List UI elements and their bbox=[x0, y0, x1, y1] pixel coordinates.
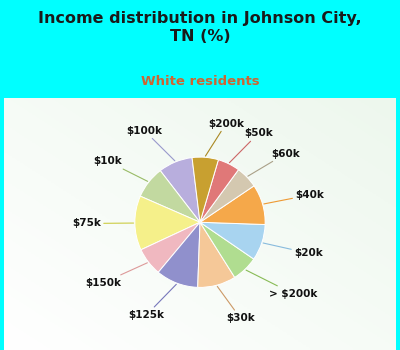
Wedge shape bbox=[135, 196, 200, 250]
Wedge shape bbox=[200, 170, 254, 222]
Wedge shape bbox=[160, 158, 200, 222]
Text: $50k: $50k bbox=[230, 128, 273, 163]
Wedge shape bbox=[198, 222, 235, 287]
Text: $200k: $200k bbox=[206, 119, 244, 156]
Text: $40k: $40k bbox=[264, 190, 324, 204]
Text: $60k: $60k bbox=[248, 149, 300, 176]
Text: $100k: $100k bbox=[126, 126, 175, 161]
Wedge shape bbox=[192, 157, 218, 222]
Text: > $200k: > $200k bbox=[246, 270, 317, 299]
Text: $10k: $10k bbox=[93, 156, 148, 181]
Wedge shape bbox=[200, 222, 265, 259]
Text: $125k: $125k bbox=[129, 284, 176, 320]
Wedge shape bbox=[141, 222, 200, 272]
Text: $20k: $20k bbox=[263, 243, 323, 258]
Text: $150k: $150k bbox=[86, 263, 147, 288]
Wedge shape bbox=[200, 222, 254, 277]
Wedge shape bbox=[158, 222, 200, 287]
Text: $30k: $30k bbox=[217, 286, 254, 323]
Wedge shape bbox=[200, 160, 238, 222]
Wedge shape bbox=[200, 186, 265, 224]
Text: Income distribution in Johnson City,
TN (%): Income distribution in Johnson City, TN … bbox=[38, 10, 362, 44]
Text: White residents: White residents bbox=[141, 75, 259, 88]
Wedge shape bbox=[140, 171, 200, 222]
Text: $75k: $75k bbox=[72, 218, 134, 229]
